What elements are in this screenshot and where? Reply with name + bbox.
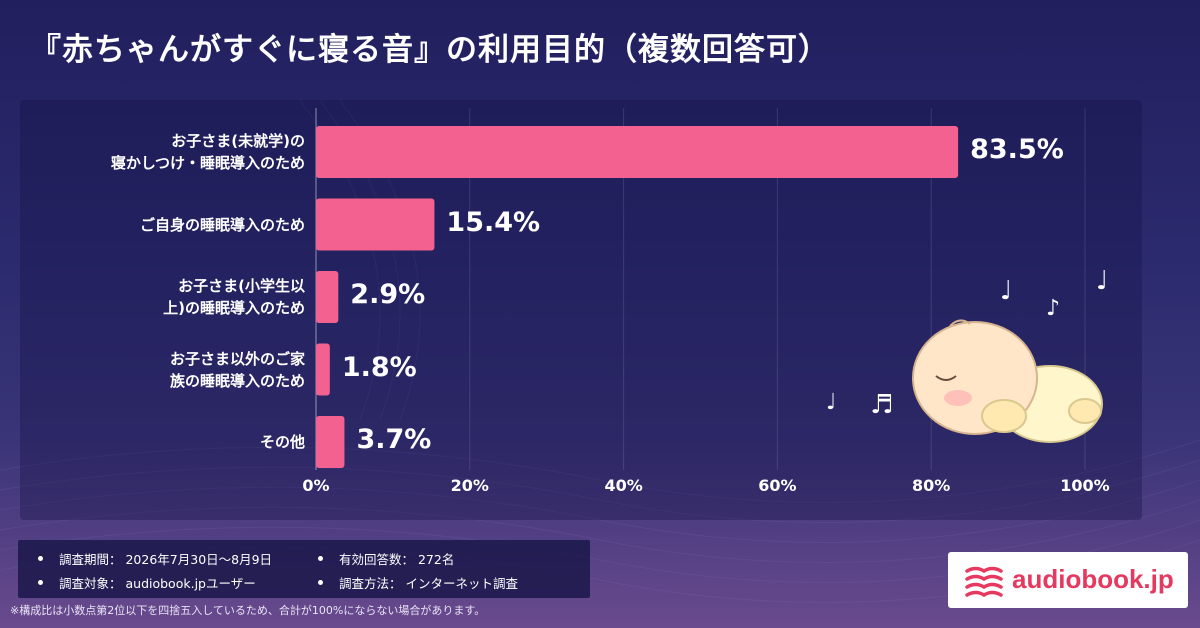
survey-method: 調査方法： インターネット調査 (318, 573, 518, 592)
footnote: ※構成比は小数点第2位以下を四捨五入しているため、合計が100%にならない場合が… (10, 604, 486, 617)
value-label: 1.8% (341, 351, 417, 383)
logo-text: audiobook.jp (1012, 564, 1174, 594)
music-note-icon: ♪ (1046, 296, 1061, 321)
category-label: その他 (259, 433, 305, 451)
value-label: 15.4% (446, 206, 541, 238)
sleeping-baby-icon (912, 319, 1103, 443)
bar (316, 198, 435, 251)
music-note-icon: ♬ (870, 390, 894, 420)
tick-label: 80% (912, 476, 951, 495)
bar (316, 343, 330, 396)
survey-period: 調査期間： 2026年7月30日～8月9日 (38, 549, 272, 568)
bar (316, 126, 959, 178)
survey-target: 調査対象： audiobook.jpユーザー (38, 573, 256, 592)
tick-label: 0% (302, 476, 330, 495)
tick-label: 40% (604, 476, 643, 495)
book-waves-icon (965, 566, 1003, 597)
category-label: ご自身の睡眠導入のため (139, 215, 305, 234)
tick-label: 100% (1060, 476, 1110, 495)
tick-label: 60% (758, 476, 797, 495)
music-note-icon: ♩ (826, 390, 837, 415)
value-label: 83.5% (970, 134, 1064, 165)
survey-responses: 有効回答数： 272名 (318, 549, 454, 568)
music-note-icon: ♩ (1000, 276, 1013, 306)
bar (316, 271, 339, 323)
value-label: 3.7% (356, 424, 432, 455)
category-label: お子さま(小学生以 上)の睡眠導入のため (163, 277, 305, 317)
brand-logo[interactable]: audiobook.jp (948, 552, 1188, 608)
chart-title: 『赤ちゃんがすぐに寝る音』の利用目的（複数回答可） (30, 32, 830, 68)
survey-info-box: 調査期間： 2026年7月30日～8月9日 有効回答数： 272名 調査対象： … (18, 540, 590, 598)
value-label: 2.9% (350, 279, 426, 310)
category-label: お子さま以外のご家 族の睡眠導入のため (169, 349, 305, 390)
tick-label: 20% (450, 476, 489, 495)
category-label: お子さま(未就学)の 寝かしつけ・睡眠導入のため (110, 132, 305, 172)
bar (316, 416, 345, 468)
music-note-icon: ♩ (1096, 266, 1109, 296)
